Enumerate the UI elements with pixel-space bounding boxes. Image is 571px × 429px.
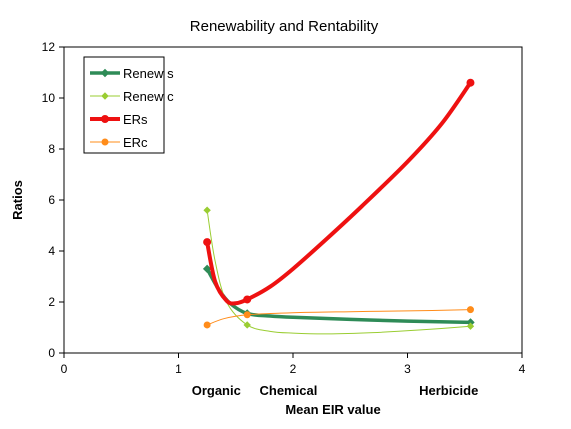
series-ers [203, 78, 475, 306]
x-axis-label: Mean EIR value [285, 402, 380, 417]
y-tick-label: 0 [48, 346, 55, 360]
y-tick-label: 2 [48, 295, 55, 309]
y-tick-label: 12 [42, 40, 56, 54]
data-point [203, 321, 211, 329]
annotations: Organic Chemical Herbicide [192, 383, 479, 398]
y-axis-label: Ratios [10, 180, 25, 220]
x-tick-label: 0 [61, 362, 68, 376]
x-annotation: Organic [192, 383, 241, 398]
data-point [203, 206, 211, 214]
legend-item: Renew c [90, 89, 174, 104]
series-layer [202, 78, 475, 335]
chart-title: Renewability and Rentability [190, 18, 379, 35]
legend-label: Renew s [123, 66, 174, 81]
x-tick-label: 3 [404, 362, 411, 376]
x-annotation: Herbicide [419, 383, 478, 398]
legend-label: ERc [123, 135, 148, 150]
series-line [206, 309, 471, 326]
data-point [101, 115, 109, 123]
x-tick-label: 1 [175, 362, 182, 376]
data-point [243, 295, 252, 304]
y-tick-label: 6 [48, 193, 55, 207]
data-point [203, 238, 212, 247]
data-point [466, 322, 475, 330]
legend: Renew s Renew c ERs ERc [83, 56, 174, 154]
data-point [466, 78, 475, 87]
axes [59, 46, 523, 358]
legend-item: ERc [90, 135, 148, 150]
legend-item: Renew s [90, 66, 174, 81]
legend-item: ERs [90, 112, 148, 127]
data-point [202, 264, 212, 274]
series-line [205, 80, 473, 306]
legend-label: ERs [123, 112, 148, 127]
x-annotation: Chemical [260, 383, 318, 398]
data-point [100, 68, 110, 78]
y-tick-label: 10 [42, 91, 56, 105]
y-tick-label: 4 [48, 244, 55, 258]
series-line [206, 209, 471, 335]
data-point [243, 321, 251, 329]
data-point [101, 138, 109, 146]
series-erc [203, 306, 474, 329]
series-renew-s [202, 264, 475, 327]
data-point [243, 311, 251, 319]
data-point [101, 92, 109, 100]
y-tick-label: 8 [48, 142, 55, 156]
x-tick-label: 4 [519, 362, 526, 376]
series-renew-c [203, 206, 475, 335]
x-tick-label: 2 [290, 362, 297, 376]
data-point [466, 306, 474, 314]
legend-label: Renew c [123, 89, 174, 104]
